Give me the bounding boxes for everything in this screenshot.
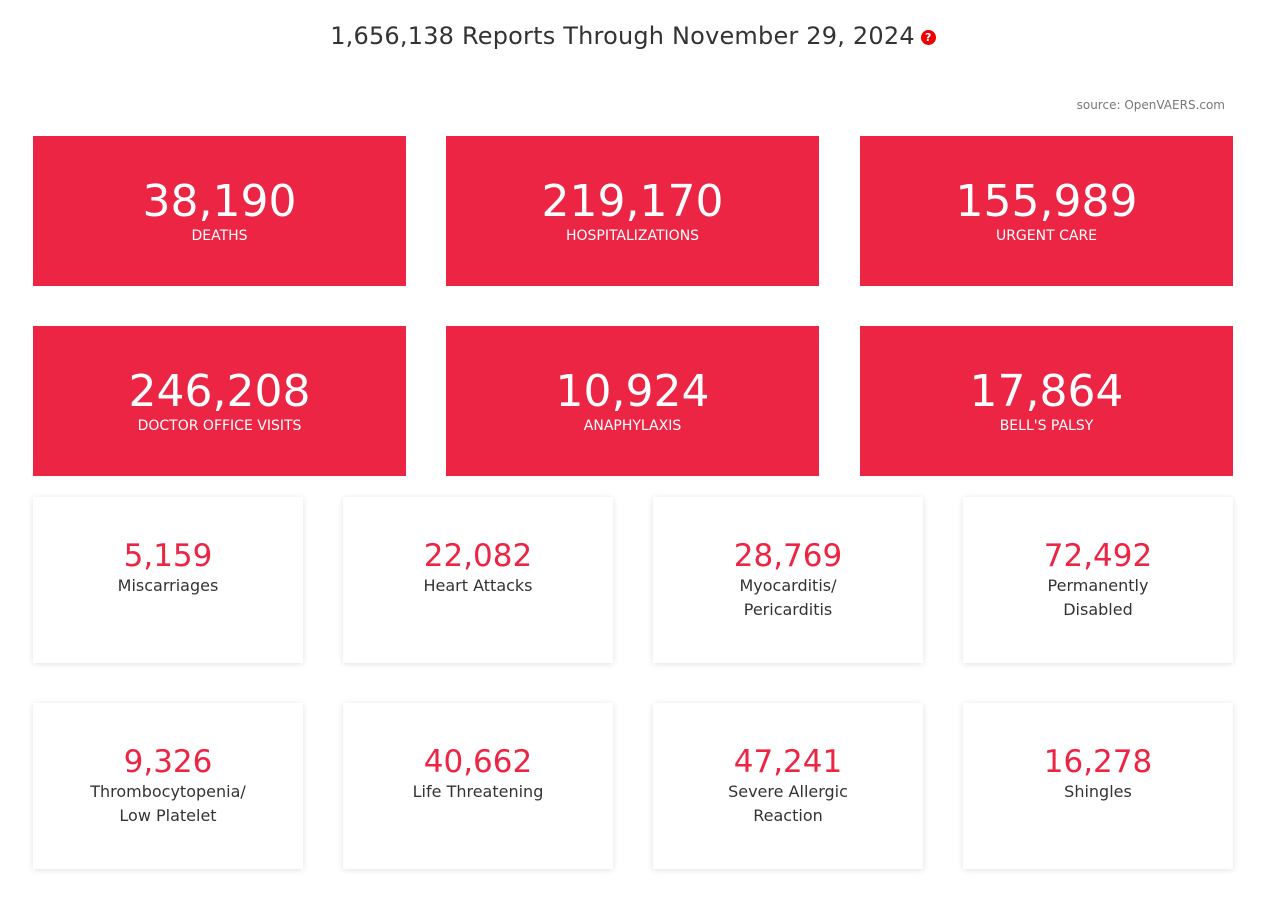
stat-label: Heart Attacks bbox=[423, 576, 533, 595]
stat-label: Myocarditis/ Pericarditis bbox=[739, 576, 837, 619]
stat-label: BELL'S PALSY bbox=[999, 418, 1094, 434]
stat-value: 246,208 bbox=[128, 366, 311, 417]
title-text: 1,656,138 Reports Through November 29, 2… bbox=[330, 22, 915, 50]
stat-label: DOCTOR OFFICE VISITS bbox=[137, 418, 302, 434]
stat-card: 9,326 Thrombocytopenia/ Low Platelet bbox=[33, 703, 303, 869]
stat-label: URGENT CARE bbox=[995, 228, 1098, 244]
stat-value: 17,864 bbox=[969, 366, 1124, 417]
stat-box-deaths: 38,190 DEATHS bbox=[33, 136, 406, 286]
stat-value: 16,278 bbox=[1043, 744, 1153, 780]
page-title: 1,656,138 Reports Through November 29, 2… bbox=[0, 22, 1266, 50]
source-note: source: OpenVAERS.com bbox=[1076, 98, 1225, 112]
stat-label: Thrombocytopenia/ Low Platelet bbox=[90, 782, 246, 825]
stat-label: Permanently Disabled bbox=[1047, 576, 1149, 619]
stat-value: 10,924 bbox=[555, 366, 710, 417]
stat-value: 28,769 bbox=[733, 538, 843, 574]
stat-value: 72,492 bbox=[1043, 538, 1153, 574]
stat-card: 5,159 Miscarriages bbox=[33, 497, 303, 663]
stat-card: 40,662 Life Threatening bbox=[343, 703, 613, 869]
stat-value: 219,170 bbox=[541, 176, 724, 227]
stat-card: 47,241 Severe Allergic Reaction bbox=[653, 703, 923, 869]
stat-label: HOSPITALIZATIONS bbox=[565, 228, 700, 244]
stat-label: Shingles bbox=[1064, 782, 1132, 801]
stat-value: 9,326 bbox=[123, 744, 213, 780]
stat-card: 28,769 Myocarditis/ Pericarditis bbox=[653, 497, 923, 663]
stat-value: 38,190 bbox=[142, 176, 297, 227]
stat-label: Severe Allergic Reaction bbox=[728, 782, 848, 825]
stat-card: 16,278 Shingles bbox=[963, 703, 1233, 869]
stat-value: 22,082 bbox=[423, 538, 533, 574]
stat-value: 40,662 bbox=[423, 744, 533, 780]
stat-label: Miscarriages bbox=[117, 576, 219, 595]
stat-label: DEATHS bbox=[191, 228, 248, 244]
help-icon[interactable]: ? bbox=[920, 29, 936, 45]
stat-value: 47,241 bbox=[733, 744, 843, 780]
stat-value: 155,989 bbox=[955, 176, 1138, 227]
stat-label: ANAPHYLAXIS bbox=[583, 418, 682, 434]
stat-box-doctor-office-visits: 246,208 DOCTOR OFFICE VISITS bbox=[33, 326, 406, 476]
stat-box-urgent-care: 155,989 URGENT CARE bbox=[860, 136, 1233, 286]
stat-box-hospitalizations: 219,170 HOSPITALIZATIONS bbox=[446, 136, 819, 286]
stat-value: 5,159 bbox=[123, 538, 213, 574]
stat-box-bells-palsy: 17,864 BELL'S PALSY bbox=[860, 326, 1233, 476]
stat-box-anaphylaxis: 10,924 ANAPHYLAXIS bbox=[446, 326, 819, 476]
stat-card: 72,492 Permanently Disabled bbox=[963, 497, 1233, 663]
stat-card: 22,082 Heart Attacks bbox=[343, 497, 613, 663]
stat-label: Life Threatening bbox=[412, 782, 544, 801]
